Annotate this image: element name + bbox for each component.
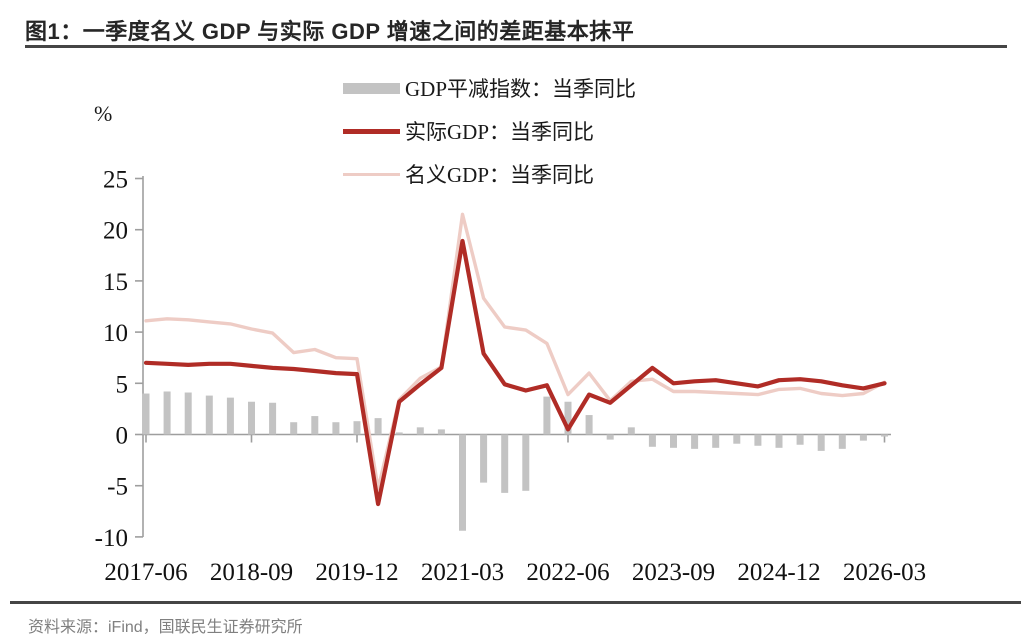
y-axis-unit-label: % (94, 101, 113, 126)
deflator-bar (459, 434, 466, 531)
deflator-bar (311, 416, 319, 435)
deflator-bar (501, 434, 509, 493)
deflator-bar (775, 434, 783, 448)
deflator-bar (648, 434, 656, 447)
x-tick-label: 2021-03 (421, 559, 504, 586)
real-gdp-line (143, 238, 887, 507)
y-tick-label: -10 (95, 525, 128, 552)
footer-divider (10, 601, 1021, 604)
y-tick-label: 10 (103, 320, 128, 347)
source-note: 资料来源：iFind，国联民生证券研究所 (28, 619, 303, 636)
deflator-bar (226, 397, 234, 435)
deflator-bar (374, 418, 382, 435)
deflator-bar-swatch (343, 82, 400, 94)
nominal-gdp-line-swatch (343, 172, 400, 176)
legend-item-deflator: GDP平减指数：当季同比 (343, 76, 763, 101)
deflator-bar (606, 434, 614, 440)
x-tick-label: 2018-09 (210, 559, 293, 586)
title-divider (25, 45, 1007, 48)
deflator-bar (395, 432, 403, 435)
deflator-bar (205, 395, 213, 435)
legend-label: GDP平减指数：当季同比 (405, 77, 637, 101)
deflator-bar (269, 402, 277, 435)
deflator-bar (733, 434, 741, 444)
y-tick-label: -5 (107, 474, 128, 501)
deflator-bar (754, 434, 762, 446)
deflator-bar (184, 392, 192, 435)
figure-title: 图1：一季度名义 GDP 与实际 GDP 增速之间的差距基本抹平 (25, 19, 635, 44)
deflator-bar (416, 427, 424, 435)
deflator-bar (881, 434, 888, 437)
x-tick-label: 2026-03 (843, 559, 926, 586)
chart-legend: GDP平减指数：当季同比 实际GDP：当季同比 名义GDP：当季同比 (343, 76, 763, 205)
deflator-bar (437, 429, 445, 435)
legend-item-real-gdp: 实际GDP：当季同比 (343, 119, 763, 144)
deflator-bar (522, 434, 530, 491)
deflator-bar (480, 434, 488, 483)
y-tick-label: 15 (103, 269, 128, 296)
deflator-bar (838, 434, 846, 449)
deflator-bar (543, 396, 551, 435)
deflator-bar (670, 434, 677, 448)
deflator-bar (332, 422, 340, 435)
real-gdp-line-swatch (343, 128, 400, 134)
nominal-gdp-line (144, 212, 887, 491)
x-tick-label: 2023-09 (632, 559, 715, 586)
y-tick-label: 5 (116, 371, 129, 398)
deflator-bar (712, 434, 720, 448)
deflator-bar (627, 427, 635, 435)
deflator-bar (353, 421, 361, 435)
legend-label: 实际GDP：当季同比 (405, 120, 595, 144)
deflator-bar (163, 391, 171, 435)
x-tick-label: 2017-06 (104, 559, 187, 586)
y-tick-label: 20 (103, 218, 128, 245)
x-tick-label: 2019-12 (315, 559, 398, 586)
deflator-bar (585, 415, 593, 435)
legend-item-nominal-gdp: 名义GDP：当季同比 (343, 162, 763, 187)
y-tick-label: 25 (103, 167, 128, 194)
legend-label: 名义GDP：当季同比 (405, 163, 595, 187)
deflator-bar (290, 422, 298, 435)
deflator-bar (859, 434, 867, 441)
deflator-bar (142, 393, 150, 435)
deflator-bar (817, 434, 825, 451)
deflator-bar (796, 434, 804, 445)
deflator-bar (248, 401, 255, 435)
x-tick-label: 2022-06 (526, 559, 609, 586)
y-tick-label: 0 (116, 423, 129, 450)
deflator-bar (691, 434, 699, 449)
x-tick-label: 2024-12 (737, 559, 820, 586)
deflator-bar (564, 401, 572, 435)
